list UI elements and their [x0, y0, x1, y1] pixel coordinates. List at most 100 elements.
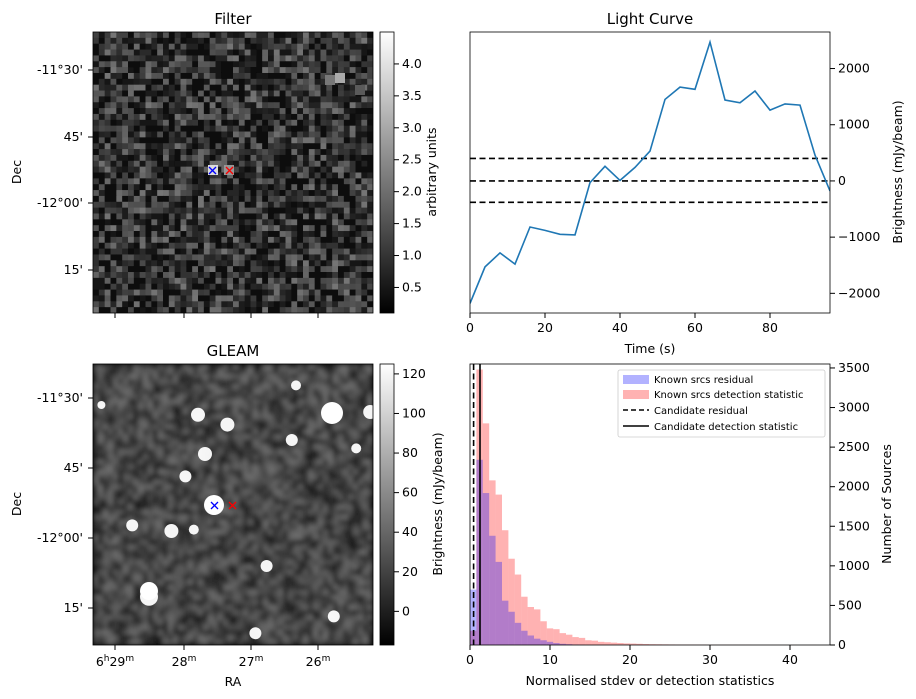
detection-bar — [502, 530, 509, 645]
colorbar-tick-label: 0 — [402, 603, 410, 618]
gleam-image — [93, 364, 373, 645]
detection-bar — [527, 607, 534, 645]
filter-ytick: 15' — [64, 262, 83, 277]
filter-colorbar-label: arbitrary units — [424, 127, 439, 216]
lightcurve-frame — [469, 31, 831, 314]
radio-source — [220, 417, 235, 432]
residual-bar — [521, 630, 528, 645]
lightcurve-title: Light Curve — [607, 10, 693, 28]
radio-source — [140, 582, 158, 600]
colorbar-tick-label: 120 — [402, 366, 426, 381]
residual-bar — [514, 622, 522, 645]
gleam-xtick: 27m — [239, 654, 264, 669]
filter-markers — [208, 166, 234, 175]
colorbar-tick-label: 2.0 — [402, 184, 422, 199]
detection-bar — [566, 634, 573, 645]
residual-bar — [553, 643, 560, 645]
detection-bar — [521, 596, 528, 645]
colorbar-tick-label: 0.5 — [402, 279, 422, 294]
lightcurve-ytick-label: 2000 — [838, 61, 870, 76]
colorbar-tick-label: 60 — [402, 485, 418, 500]
legend-item: Candidate residual — [654, 406, 748, 417]
lightcurve-xtick-label: 60 — [687, 320, 703, 335]
radio-source — [291, 380, 301, 391]
gleam-xtick: 26m — [306, 654, 331, 669]
detection-bar — [540, 621, 547, 645]
histogram-ytick-label: 2000 — [838, 479, 870, 494]
filter-colorbar: 0.5 1.0 1.5 2.0 2.5 3.0 3.5 4.0 arbitrary units — [379, 31, 439, 314]
histogram-ytick-label: 3500 — [838, 360, 870, 375]
lightcurve-xtick-label: 0 — [466, 320, 474, 335]
residual-bar — [502, 600, 509, 645]
filter-image — [93, 32, 373, 313]
histogram-xtick-label: 20 — [622, 652, 638, 667]
histogram-xtick-label: 10 — [542, 652, 558, 667]
legend-swatch-residual — [623, 375, 649, 384]
detection-bar — [585, 640, 592, 645]
lightcurve-ytick-label: 1000 — [838, 117, 870, 132]
residual-bar — [482, 493, 490, 645]
filter-ylabel: Dec — [9, 160, 24, 184]
red-cross-marker — [228, 501, 237, 510]
lightcurve-panel: Light Curve 0 20 40 60 80 −2000 −1000 0 1000 2000… — [466, 10, 905, 356]
gleam-ytick: 15' — [64, 600, 83, 615]
radio-source — [97, 401, 106, 409]
histogram-xtick-label: 0 — [466, 652, 474, 667]
detection-bar — [636, 643, 643, 645]
gleam-markers — [210, 501, 237, 510]
colorbar-tick-label: 40 — [402, 524, 418, 539]
detection-bar — [604, 642, 611, 645]
radio-source — [126, 519, 139, 532]
detection-bar — [489, 480, 496, 645]
lightcurve-xlabel: Time (s) — [624, 341, 676, 356]
gleam-ytick: -12°00' — [37, 530, 83, 545]
legend-item: Known srcs residual — [654, 375, 753, 386]
detection-bar — [572, 637, 579, 645]
detection-bar — [553, 629, 560, 645]
gleam-colorbar-label: Brightness (mJy/beam) — [430, 432, 445, 575]
lightcurve-xtick-label: 20 — [537, 320, 553, 335]
colorbar-tick-label: 1.5 — [402, 216, 422, 231]
detection-bar — [470, 630, 477, 645]
detection-bar — [623, 643, 630, 645]
residual-bar — [559, 643, 566, 645]
detection-bar — [642, 644, 650, 645]
detection-bar — [578, 637, 586, 645]
blue-cross-marker — [208, 166, 217, 175]
radio-source — [285, 434, 298, 446]
lightcurve-xtick-label: 40 — [612, 320, 628, 335]
gleam-ylabel: Dec — [9, 492, 24, 516]
detection-bar — [482, 423, 490, 645]
gleam-ytick: -11°30' — [37, 390, 83, 405]
radio-source — [351, 443, 362, 454]
radio-source — [188, 524, 199, 535]
lightcurve-line — [470, 39, 830, 304]
radio-source — [327, 610, 340, 623]
residual-bar — [470, 589, 477, 645]
colorbar-tick-label: 1.0 — [402, 248, 422, 263]
radio-source — [191, 407, 205, 422]
gleam-xlabel: RA — [225, 674, 242, 689]
lightcurve-ytick-label: 0 — [838, 173, 846, 188]
lightcurve-ytick-label: −1000 — [838, 229, 880, 244]
radio-source — [260, 560, 273, 572]
histogram-ytick-label: 0 — [838, 637, 846, 652]
histogram-xtick-label: 30 — [702, 652, 718, 667]
gleam-x-ticks: 6h29m 28m 27m 26m — [96, 645, 331, 669]
detection-bar — [546, 628, 554, 645]
histogram-ytick-label: 500 — [838, 597, 862, 612]
histogram-xlabel: Normalised stdev or detection statistics — [526, 673, 775, 688]
blue-cross-marker — [210, 501, 219, 510]
gleam-frame — [92, 363, 374, 646]
detection-bar — [610, 642, 618, 645]
gleam-ytick: 45' — [64, 460, 83, 475]
radio-source — [164, 524, 179, 538]
histogram-ytick-label: 2500 — [838, 439, 870, 454]
histogram-panel: 0 10 20 30 40 0 500 1000 1500 2000 2500 3000 3500 No… — [466, 360, 894, 688]
colorbar-tick-label: 20 — [402, 564, 418, 579]
detection-bar — [617, 643, 624, 645]
detection-bar — [598, 641, 605, 645]
gleam-y-ticks: -11°30' 45' -12°00' 15' — [37, 390, 93, 615]
colorbar-tick-label: 3.5 — [402, 88, 422, 103]
